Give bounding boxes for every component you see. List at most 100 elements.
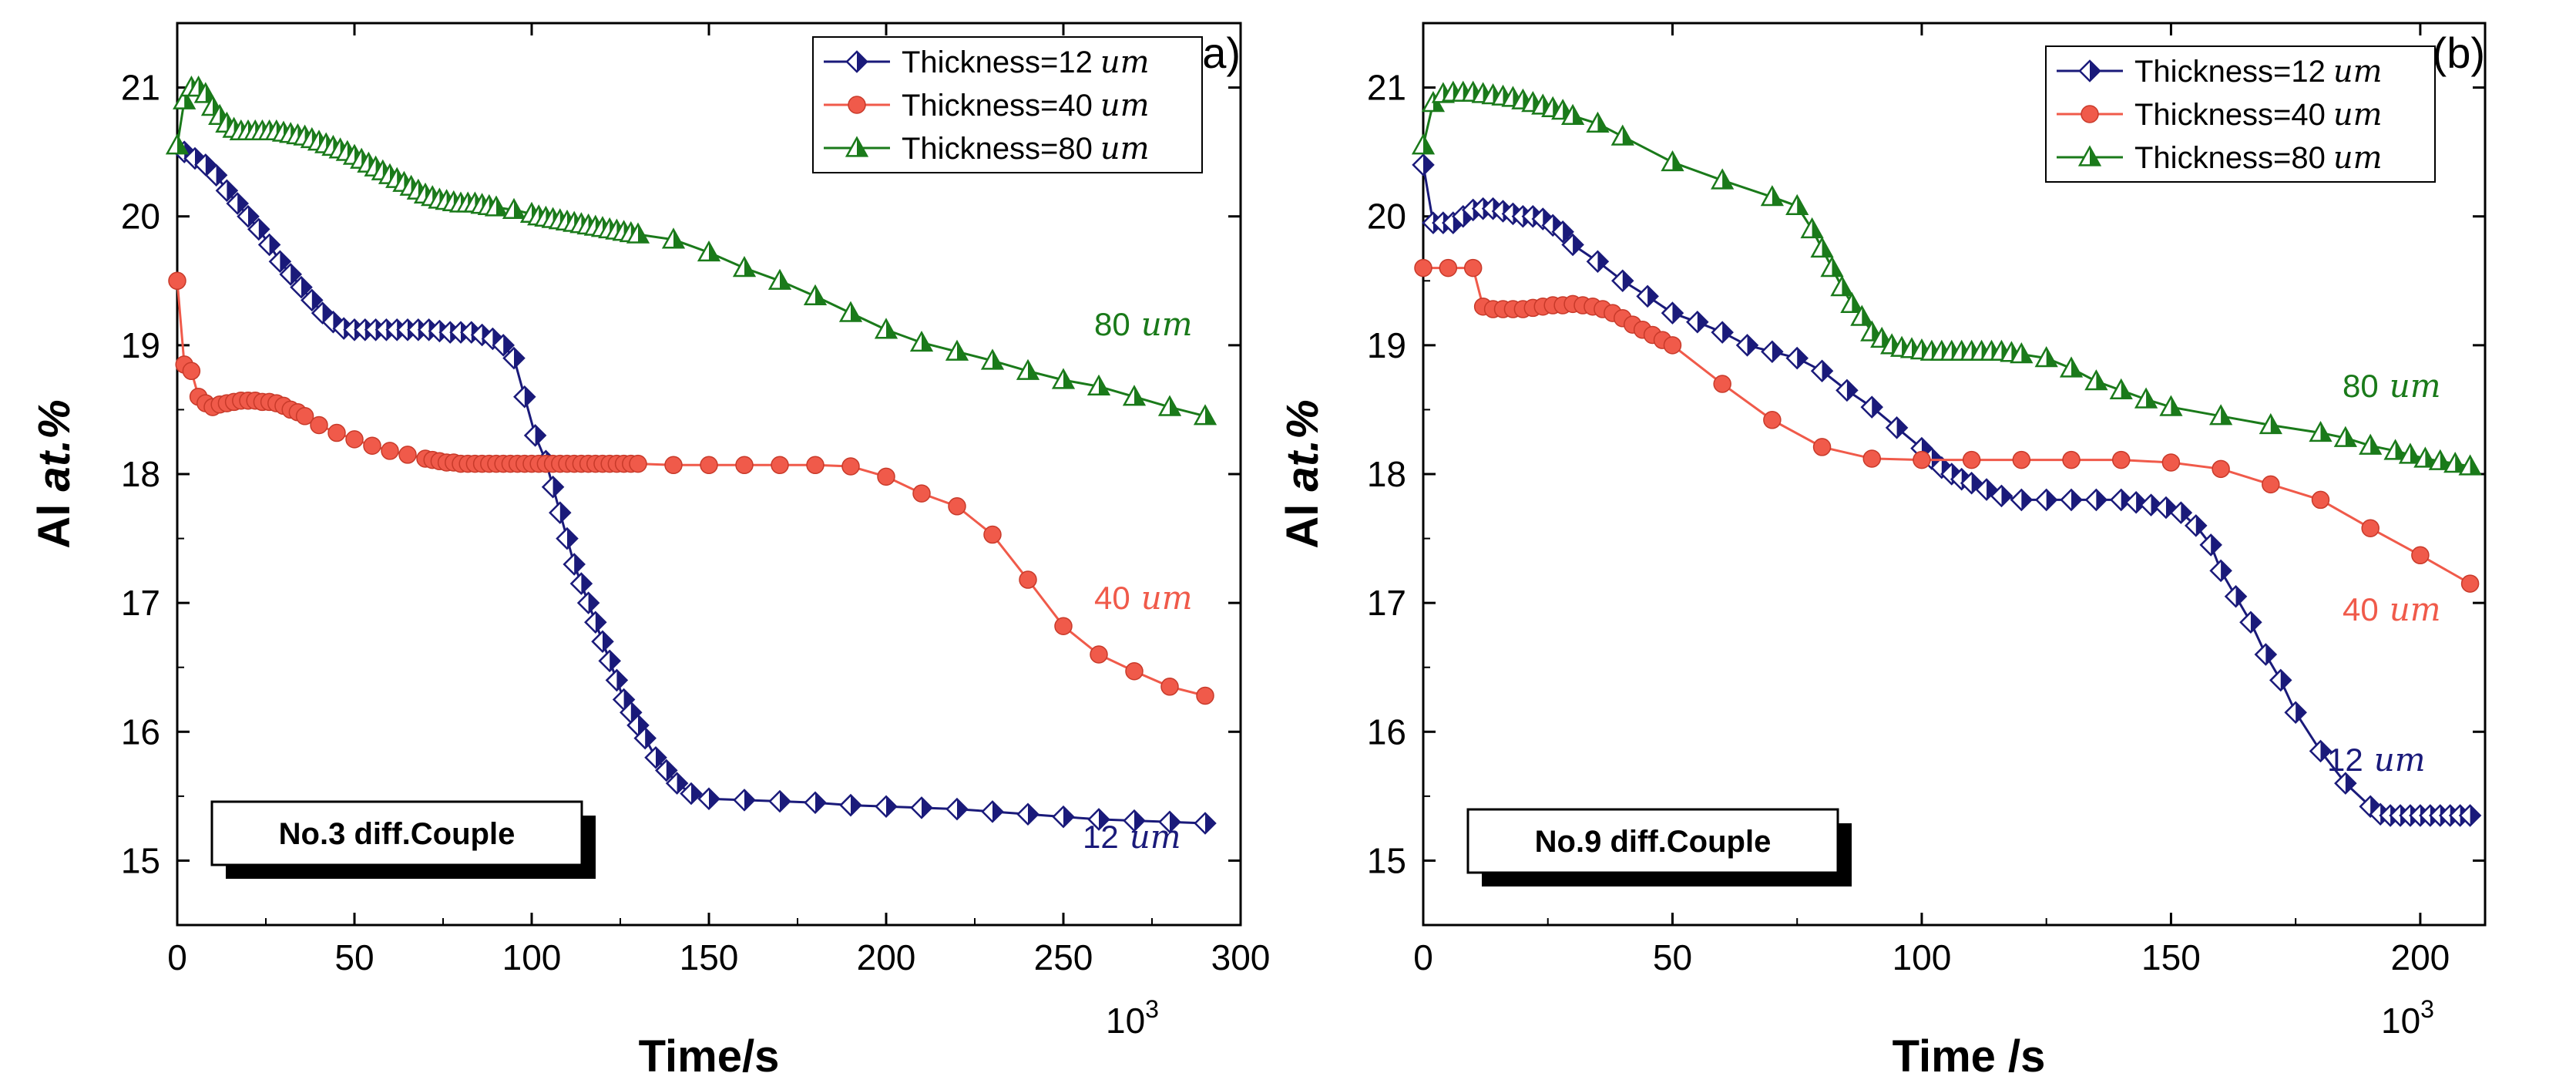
data-point: [1414, 258, 1432, 278]
series-end-label-value: 12: [2327, 742, 2363, 778]
data-point-fill: [280, 251, 291, 272]
data-point-fill: [815, 286, 825, 304]
x-tick-label: 250: [1034, 937, 1093, 977]
data-point-fill: [1812, 219, 1822, 237]
data-point-fill: [1573, 106, 1584, 124]
data-point-fill: [2370, 436, 2381, 454]
data-point-fill: [2345, 428, 2356, 446]
data-point-fill: [269, 234, 280, 255]
data-point-fill: [2096, 371, 2107, 390]
legend-label: Thickness=80 um: [2134, 140, 2383, 176]
data-point-fill: [1028, 804, 1038, 825]
annotation-text: No.9 diff.Couple: [1535, 825, 1772, 859]
data-point-fill: [709, 242, 719, 261]
data-point: [912, 484, 931, 503]
data-point-fill: [2171, 397, 2181, 415]
data-point-fill: [524, 386, 535, 407]
data-point-fill: [1563, 221, 1573, 242]
data-point: [2460, 574, 2480, 593]
data-point-fill: [2235, 586, 2246, 607]
x-tick-label: 50: [1653, 937, 1692, 977]
data-point-fill: [886, 796, 896, 817]
chart-panel-b: 0 50 100 150 200 15 16 17 18 19 20 21 Time /s Al at.%…: [1278, 22, 2487, 1082]
y-axis-title-prefix: Al: [1278, 492, 1328, 549]
data-point: [2012, 450, 2031, 469]
legend-marker-fill: [857, 138, 867, 156]
data-point: [1913, 450, 1931, 469]
data-point: [363, 436, 381, 455]
data-point-fill: [1852, 294, 1862, 312]
data-point: [806, 456, 825, 475]
data-point-fill: [1423, 135, 1433, 154]
legend-label: Thickness=40 um: [902, 88, 1150, 123]
data-point-fill: [851, 303, 861, 321]
data-point-fill: [2296, 702, 2306, 723]
legend-label-unit: um: [1100, 45, 1150, 80]
y-tick-label: 19: [121, 325, 160, 365]
data-point-fill: [535, 425, 546, 446]
x-tick-label: 150: [680, 937, 739, 977]
data-point-fill: [1622, 126, 1633, 145]
data-point-fill: [2470, 805, 2480, 826]
legend-label: Thickness=40 um: [2134, 97, 2383, 133]
data-point: [1663, 336, 1682, 355]
data-point-fill: [1971, 473, 1982, 493]
series-end-label: 80 um: [1094, 305, 1193, 343]
legend-label-name: Thickness=40: [902, 89, 1093, 123]
data-point-fill: [2136, 492, 2147, 513]
data-point-fill: [559, 503, 570, 523]
y-axis-title: Al at.%: [29, 399, 79, 548]
series-end-label-value: 80: [1094, 306, 1130, 342]
data-point-fill: [1647, 286, 1658, 307]
data-point-fill: [780, 791, 790, 812]
data-point-fill: [2345, 773, 2356, 794]
data-point-fill: [1832, 257, 1842, 276]
data-point-fill: [616, 670, 627, 691]
legend-marker-fill: [857, 52, 867, 72]
data-point-fill: [2181, 503, 2191, 523]
data-point: [295, 407, 314, 426]
legend-label-unit: um: [1100, 88, 1150, 123]
x-multiplier: 103: [1106, 995, 1159, 1041]
data-point-fill: [514, 200, 524, 218]
annotation-text: No.3 diff.Couple: [279, 817, 516, 851]
series-end-label-unit: um: [2374, 741, 2426, 779]
series-end-label: 40 um: [2343, 590, 2441, 628]
data-point-fill: [1931, 448, 1942, 469]
x-axis-title: Time /s: [1893, 1031, 2046, 1082]
data-point-fill: [1170, 397, 1180, 415]
y-tick-label: 17: [121, 583, 160, 623]
data-point-fill: [2270, 415, 2281, 433]
data-point: [1019, 570, 1037, 589]
data-point-fill: [2320, 741, 2331, 762]
data-point-fill: [2440, 451, 2450, 469]
data-point-fill: [237, 193, 248, 214]
data-point-fill: [2455, 453, 2466, 473]
data-point-fill: [574, 554, 585, 574]
data-point: [983, 525, 1002, 544]
annotation-box: [1466, 808, 1839, 874]
data-point-fill: [1099, 809, 1109, 829]
x-multiplier: 103: [2381, 995, 2434, 1041]
data-point-fill: [1862, 307, 1872, 325]
data-point-fill: [205, 154, 216, 175]
data-point-fill: [1846, 380, 1857, 401]
data-point: [2212, 459, 2230, 479]
data-point-fill: [815, 792, 825, 813]
data-point-fill: [2395, 440, 2406, 459]
data-point-fill: [2221, 560, 2232, 581]
data-point-fill: [2221, 405, 2232, 425]
x-tick-label: 0: [1413, 937, 1433, 977]
data-point-fill: [227, 180, 237, 201]
series-thickness-40: [1414, 258, 2480, 593]
y-axis-title-italic: at.%: [29, 399, 79, 491]
data-point-fill: [2280, 670, 2291, 691]
data-point-fill: [588, 593, 599, 614]
data-point-fill: [992, 801, 1003, 822]
data-point-fill: [301, 277, 311, 298]
series-thickness-80: [165, 75, 1217, 426]
data-point-fill: [1134, 810, 1144, 831]
data-point-fill: [1822, 238, 1832, 257]
legend-label-unit: um: [1100, 131, 1150, 167]
